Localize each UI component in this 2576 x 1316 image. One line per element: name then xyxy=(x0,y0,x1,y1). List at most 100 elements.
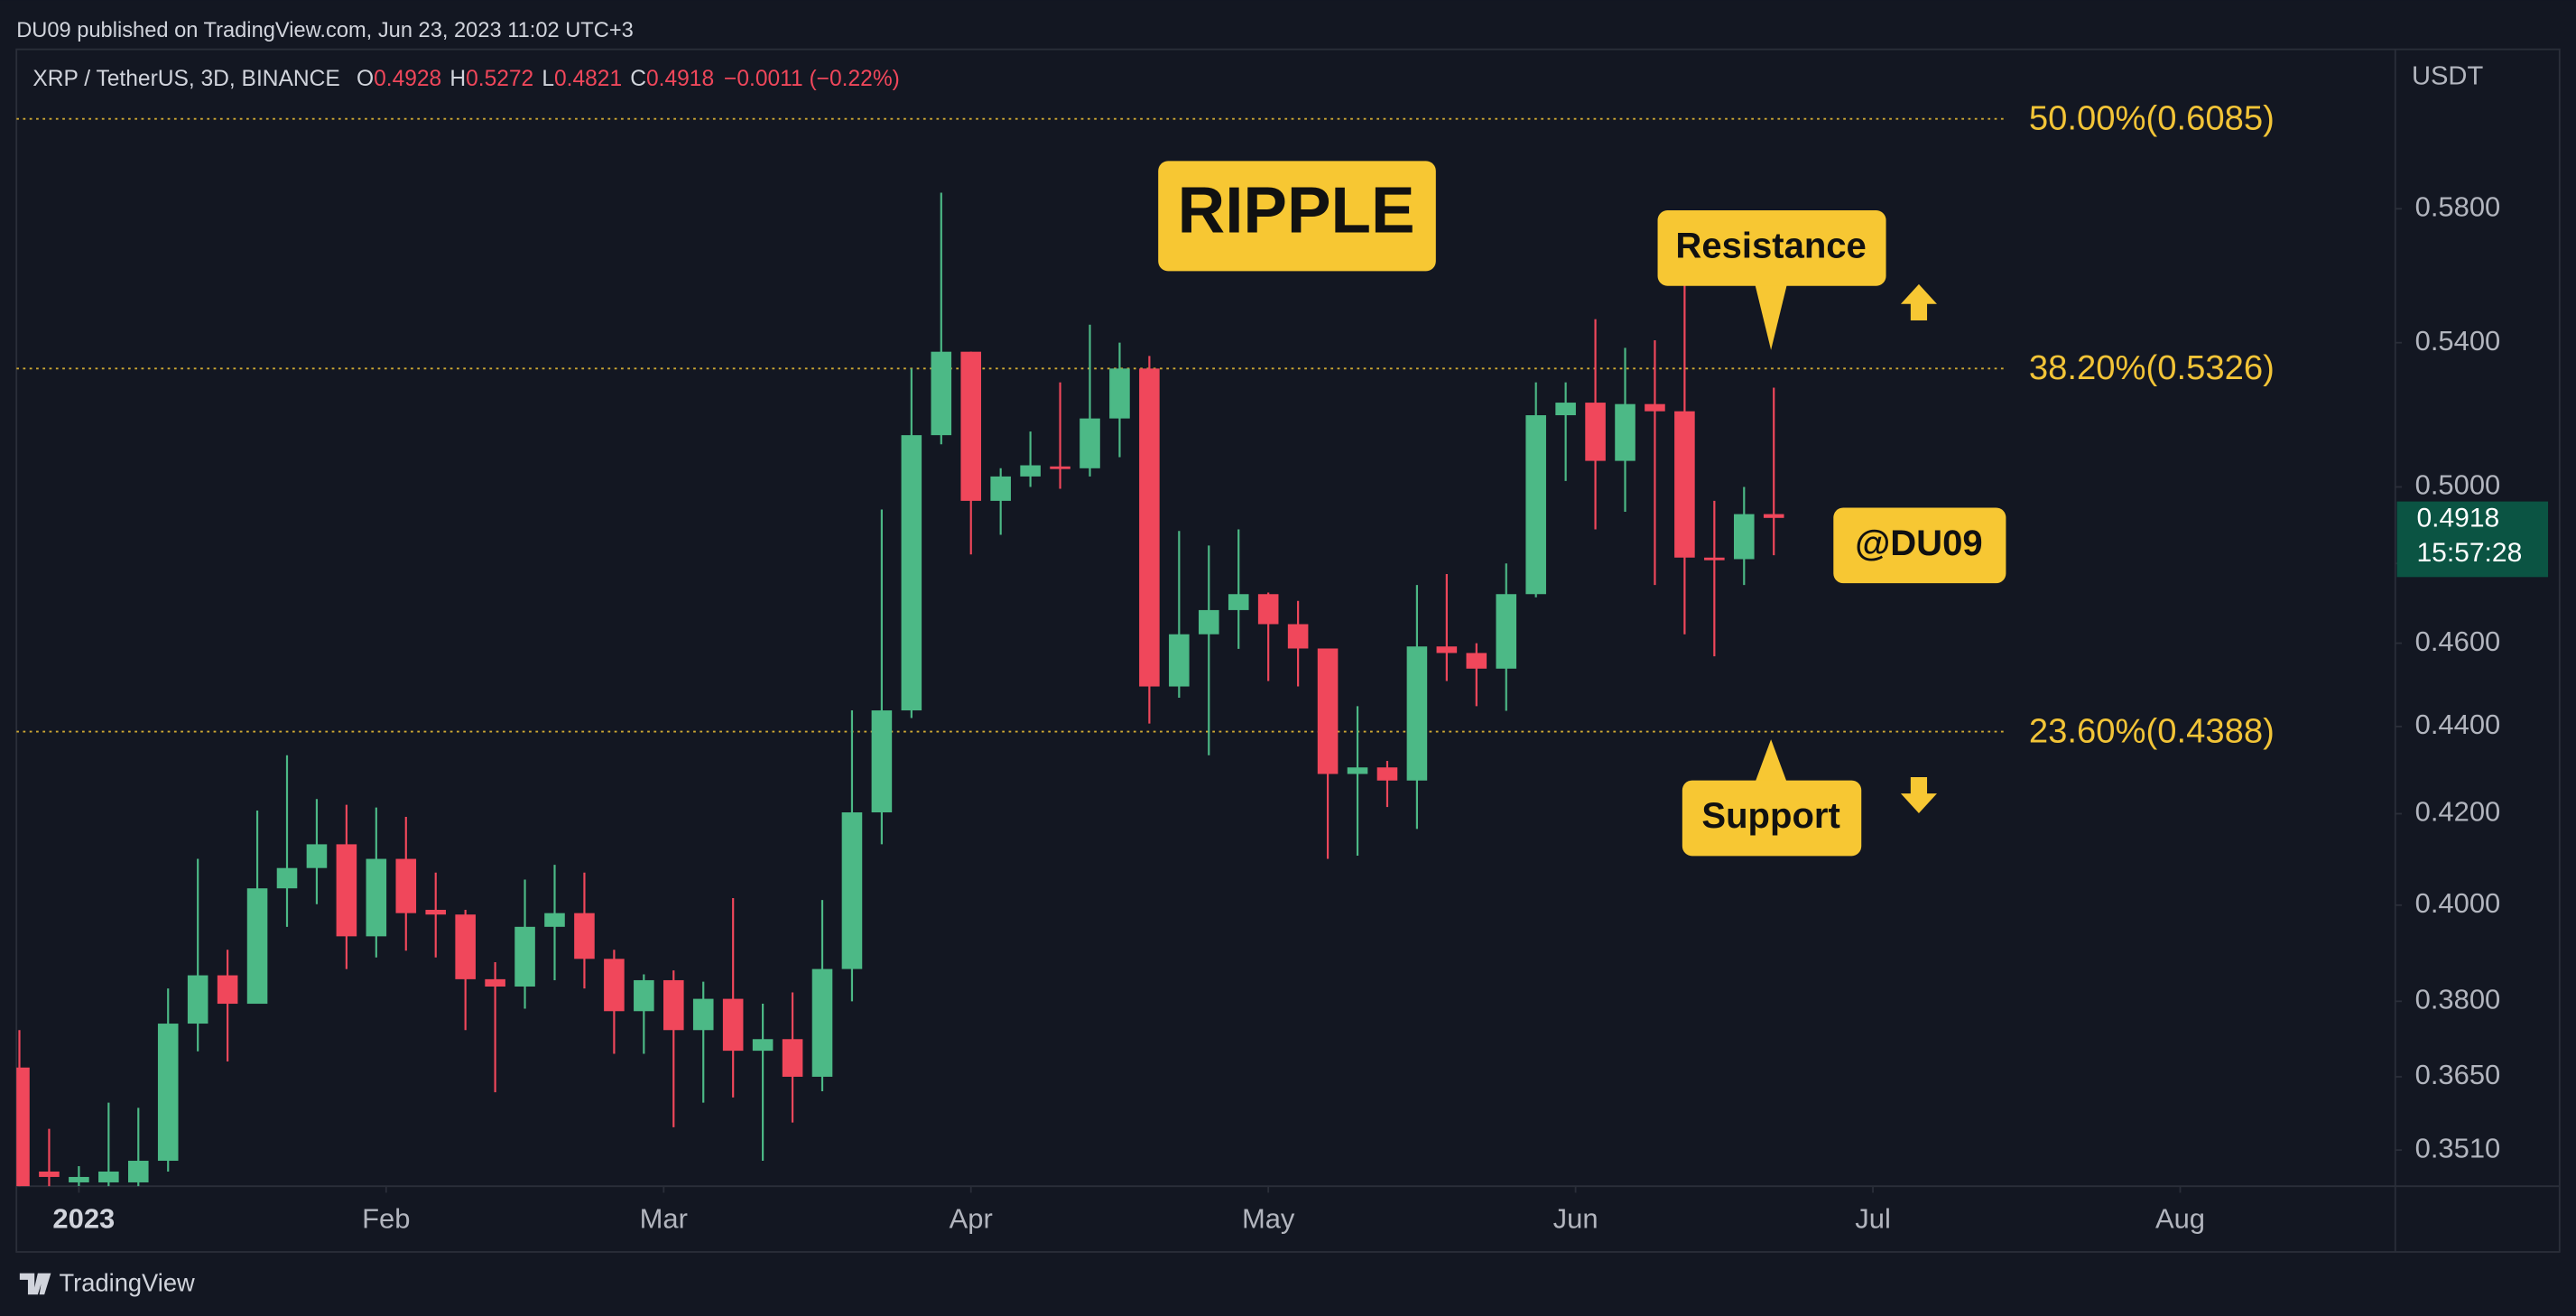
candle-body xyxy=(1199,609,1219,635)
candle-body xyxy=(98,1171,119,1182)
y-tick-label: 0.3800 xyxy=(2415,983,2501,1015)
candle-body xyxy=(276,867,298,889)
candle-body xyxy=(455,914,476,979)
candle-body xyxy=(425,910,447,915)
callout-pointer xyxy=(1754,283,1788,350)
x-tick-label: Feb xyxy=(362,1203,410,1235)
ohlc-value: 0.4821 xyxy=(554,68,622,92)
candle-body xyxy=(901,435,922,711)
candle-body xyxy=(1496,594,1517,669)
callout-box xyxy=(1158,161,1436,272)
candle-body xyxy=(990,476,1011,501)
candle-body xyxy=(663,979,684,1031)
y-tick-label: 0.4000 xyxy=(2415,887,2501,919)
candle-body xyxy=(1317,648,1339,774)
candle-body xyxy=(1376,767,1398,781)
x-tick-label: Aug xyxy=(2155,1203,2205,1235)
callout-text: Resistance xyxy=(1675,226,1866,265)
candle-body xyxy=(752,1039,774,1052)
y-tick-label: 0.5000 xyxy=(2415,469,2501,501)
candle-body xyxy=(841,812,863,969)
ohlc-value: 0.5272 xyxy=(466,68,533,92)
callout-box xyxy=(1682,780,1862,857)
candle-body xyxy=(931,351,952,436)
brand: TradingView xyxy=(19,1269,195,1297)
candle-body xyxy=(1674,411,1695,558)
candle-body xyxy=(127,1161,149,1182)
candle-body xyxy=(1555,403,1576,416)
candle-body xyxy=(395,858,417,913)
resistance-callout: Resistance xyxy=(1657,210,1886,350)
ohlc-key: O xyxy=(357,68,374,92)
callout-pointer xyxy=(1754,739,1788,784)
candle-body xyxy=(1169,634,1190,687)
x-tick-label: May xyxy=(1242,1203,1295,1235)
candle-body xyxy=(1020,465,1041,477)
candle-body xyxy=(336,844,357,937)
ohlc-value: 0.4918 xyxy=(646,68,714,92)
down-arrow xyxy=(1900,776,1937,814)
candle-body xyxy=(1257,594,1279,625)
candle-body xyxy=(69,1176,89,1182)
title-callout: RIPPLE xyxy=(1158,161,1436,272)
candle-body xyxy=(574,913,595,959)
candle-body xyxy=(1525,415,1546,595)
support-callout: Support xyxy=(1682,739,1862,857)
y-tick-label: 0.4200 xyxy=(2415,796,2501,828)
x-tick-label: Jul xyxy=(1855,1203,1891,1235)
candle-body xyxy=(1406,646,1428,781)
candle-body xyxy=(1139,368,1160,687)
candle-body xyxy=(544,913,565,927)
ohlc-key: H xyxy=(449,68,466,92)
candle-body xyxy=(1734,514,1755,560)
candle-body xyxy=(1347,767,1368,774)
candle-body xyxy=(1763,514,1784,518)
up-arrow xyxy=(1900,283,1937,320)
fib-label: 38.20%(0.5326) xyxy=(2029,348,2275,387)
y-tick-label: 0.4400 xyxy=(2415,709,2501,740)
brand-name: TradingView xyxy=(60,1269,195,1297)
callout-text: RIPPLE xyxy=(1178,174,1415,247)
last-price-box xyxy=(2396,501,2549,578)
brand-logo xyxy=(19,1273,51,1295)
candle-body xyxy=(1615,403,1635,461)
callout-text: Support xyxy=(1701,796,1839,836)
x-tick-label: Apr xyxy=(950,1203,993,1235)
candle-body xyxy=(722,998,744,1052)
candle-body xyxy=(16,1067,30,1187)
candle-body xyxy=(871,710,893,813)
currency-label: USDT xyxy=(2412,61,2483,90)
candle-body xyxy=(634,979,654,1012)
candle-body xyxy=(1645,403,1665,412)
author-callout: @DU09 xyxy=(1833,507,2006,584)
candle-body xyxy=(485,978,505,987)
candle-body xyxy=(960,351,982,501)
candle-body xyxy=(1585,403,1606,461)
candle-body xyxy=(306,844,328,868)
symbol-name: XRP / TetherUS, 3D, BINANCE xyxy=(32,68,339,92)
price-change: −0.0011 (−0.22%) xyxy=(724,68,900,92)
candle-body xyxy=(1704,557,1725,561)
callout-box xyxy=(1657,210,1886,286)
x-tick-label: Jun xyxy=(1553,1203,1598,1235)
y-tick-label: 0.3510 xyxy=(2415,1132,2501,1163)
candle-body xyxy=(1287,624,1309,649)
ohlc-key: C xyxy=(630,68,646,92)
candle-body xyxy=(782,1039,803,1077)
candle-body xyxy=(1436,646,1458,653)
y-tick-label: 0.3650 xyxy=(2415,1059,2501,1090)
callout-text: @DU09 xyxy=(1855,524,1982,563)
candle-body xyxy=(514,926,535,987)
y-tick-label: 0.5800 xyxy=(2415,190,2501,222)
last-price-label: 0.4918 xyxy=(2416,504,2499,533)
candle-body xyxy=(39,1171,60,1177)
candle-body xyxy=(1228,594,1249,610)
candle-body xyxy=(157,1024,179,1162)
callout-box xyxy=(1833,507,2006,584)
candle-body xyxy=(246,888,268,1005)
bar-countdown: 15:57:28 xyxy=(2416,538,2522,568)
candle-body xyxy=(811,968,833,1077)
ohlc-value: 0.4928 xyxy=(374,68,441,92)
